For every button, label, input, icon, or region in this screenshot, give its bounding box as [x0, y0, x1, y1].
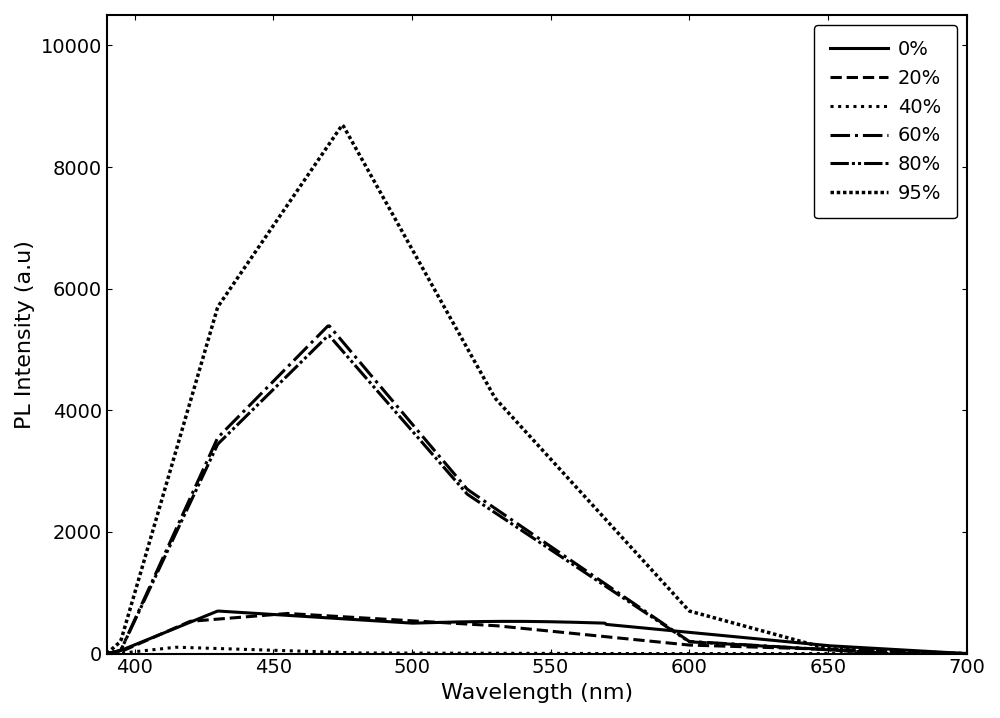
60%	[609, 586, 621, 595]
80%	[101, 649, 113, 658]
60%	[750, 641, 762, 650]
Line: 80%: 80%	[107, 336, 967, 653]
95%	[676, 600, 688, 608]
20%	[609, 633, 621, 642]
20%	[323, 612, 335, 620]
0%	[750, 635, 762, 643]
60%	[961, 649, 973, 658]
80%	[961, 649, 973, 658]
20%	[750, 643, 762, 651]
20%	[101, 649, 113, 658]
Line: 60%: 60%	[107, 326, 967, 653]
95%	[491, 396, 503, 405]
0%	[491, 617, 503, 625]
95%	[961, 649, 973, 658]
40%	[750, 649, 762, 658]
80%	[322, 332, 334, 340]
80%	[253, 399, 265, 408]
Y-axis label: PL Intensity (a.u): PL Intensity (a.u)	[15, 240, 35, 429]
Line: 95%: 95%	[107, 125, 967, 653]
0%	[213, 607, 225, 615]
95%	[101, 649, 113, 658]
0%	[961, 649, 973, 658]
40%	[171, 643, 183, 651]
95%	[253, 243, 265, 251]
40%	[676, 649, 688, 658]
60%	[491, 505, 503, 514]
40%	[323, 648, 335, 656]
20%	[282, 609, 294, 617]
60%	[322, 322, 334, 330]
40%	[101, 649, 113, 658]
20%	[676, 640, 688, 648]
0%	[676, 628, 688, 636]
60%	[253, 391, 265, 400]
80%	[491, 510, 503, 518]
20%	[961, 649, 973, 658]
0%	[101, 649, 113, 658]
40%	[609, 649, 621, 658]
95%	[322, 141, 334, 150]
0%	[323, 614, 335, 623]
40%	[961, 649, 973, 658]
80%	[609, 588, 621, 597]
95%	[750, 625, 762, 633]
0%	[254, 610, 266, 618]
40%	[254, 645, 266, 654]
Line: 20%: 20%	[107, 613, 967, 653]
X-axis label: Wavelength (nm): Wavelength (nm)	[441, 683, 633, 703]
20%	[253, 612, 265, 620]
20%	[491, 622, 503, 630]
80%	[750, 641, 762, 650]
60%	[676, 633, 688, 641]
Legend: 0%, 20%, 40%, 60%, 80%, 95%: 0%, 20%, 40%, 60%, 80%, 95%	[814, 24, 957, 218]
80%	[323, 332, 335, 340]
60%	[323, 322, 335, 330]
95%	[609, 526, 621, 534]
60%	[101, 649, 113, 658]
Line: 0%: 0%	[107, 611, 967, 653]
Line: 40%: 40%	[107, 647, 967, 653]
40%	[491, 649, 503, 658]
0%	[609, 621, 621, 630]
80%	[676, 633, 688, 642]
95%	[336, 121, 348, 129]
